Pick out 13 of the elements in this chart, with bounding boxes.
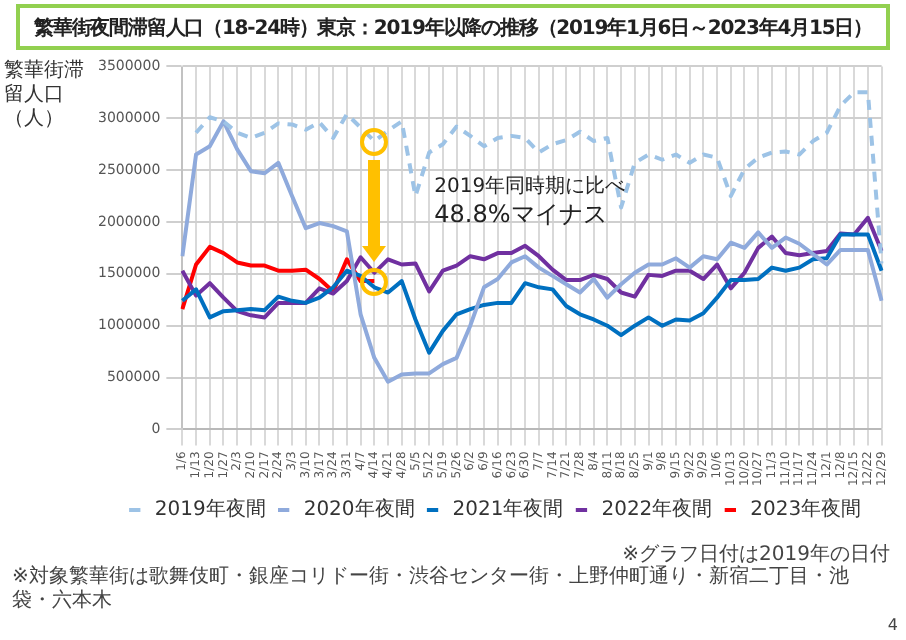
legend-label: 2022年夜間 [601, 497, 713, 522]
line-series [194, 90, 884, 266]
annotation: 2019年同時期に比べ [434, 175, 626, 200]
text: 4 [887, 616, 898, 634]
legend-label: 2021年夜間 [452, 497, 564, 522]
text: ※対象繁華街は歌舞伎町・銀座コリドー街・渋谷センター街・上野仲町通り・新宿二丁目・池袋・六本木 [12, 566, 851, 614]
y-axis-title: 繁華街滞留人口（人） [4, 60, 86, 132]
legend-label: 2020年夜間 [303, 497, 415, 522]
text: ※グラフ日付は2019年の日付 [622, 542, 890, 566]
legend-label: 2023年夜間 [750, 497, 862, 522]
chart-title: 繁華街夜間滞留人口（18-24時）東京：2019年以降の推移（2019年1月6日～2023年4月15日） [16, 4, 890, 50]
legend-label: 2019年夜間 [154, 497, 266, 522]
annotation: 48.8%マイナス [434, 199, 609, 228]
